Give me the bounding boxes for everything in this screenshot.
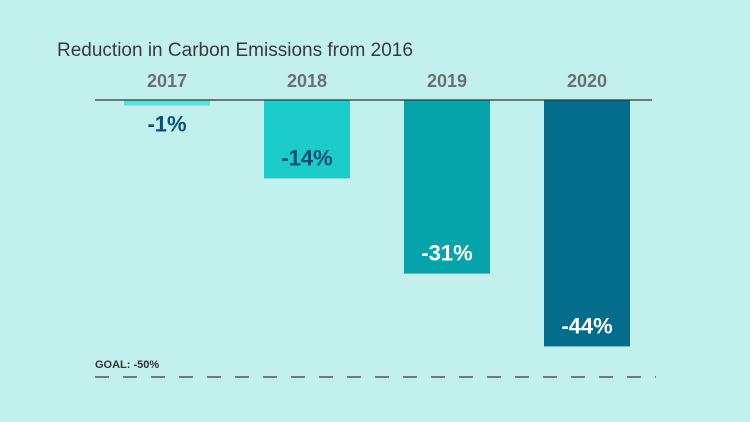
data-label-2019: -31% [421, 241, 472, 266]
data-labels: -1% -14% -31% -44% [147, 112, 612, 339]
x-tick-label-2017: 2017 [147, 71, 187, 91]
x-tick-label-2020: 2020 [567, 71, 607, 91]
bar-2019 [404, 100, 490, 274]
data-label-2017: -1% [147, 112, 186, 137]
x-tick-labels: 2017 2018 2019 2020 [147, 71, 607, 91]
chart-title: Reduction in Carbon Emissions from 2016 [57, 40, 413, 61]
x-tick-label-2018: 2018 [287, 71, 327, 91]
bar-2017 [124, 100, 210, 106]
bar-2018 [264, 100, 350, 179]
x-tick-label-2019: 2019 [427, 71, 467, 91]
data-label-2018: -14% [281, 145, 332, 170]
bars-group [124, 100, 630, 347]
goal-label: GOAL: -50% [95, 359, 159, 371]
bar-2020 [544, 100, 630, 347]
data-label-2020: -44% [561, 313, 612, 338]
